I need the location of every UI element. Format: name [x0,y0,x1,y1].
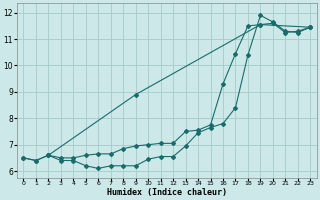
X-axis label: Humidex (Indice chaleur): Humidex (Indice chaleur) [107,188,227,197]
